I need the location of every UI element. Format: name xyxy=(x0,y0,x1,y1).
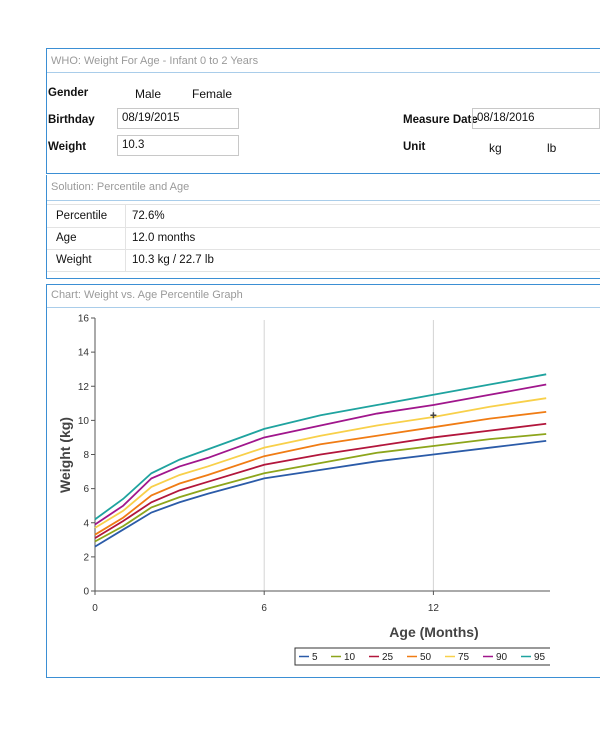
panel-title: Solution: Percentile and Age xyxy=(51,181,190,193)
percentile-line xyxy=(94,410,547,536)
legend-label: 95 xyxy=(534,652,546,663)
legend-label: 90 xyxy=(496,652,508,663)
y-tick-label: 10 xyxy=(78,416,90,427)
result-label: Age xyxy=(56,231,77,244)
y-tick-label: 16 xyxy=(78,314,90,325)
radio-option[interactable]: Female xyxy=(192,87,233,101)
panel-title: Chart: Weight vs. Age Percentile Graph xyxy=(51,289,243,301)
x-tick-label: 0 xyxy=(92,603,98,614)
radio-option[interactable]: Male xyxy=(135,87,162,101)
legend-box xyxy=(294,647,550,666)
radio-option[interactable]: lb xyxy=(547,141,557,155)
panel-border xyxy=(46,200,600,201)
panel-border xyxy=(46,278,600,279)
result-value: 10.3 kg / 22.7 lb xyxy=(132,254,214,266)
panel-border xyxy=(46,284,47,677)
y-tick-label: 12 xyxy=(78,382,90,393)
y-tick-label: 2 xyxy=(83,552,89,563)
y-tick-label: 8 xyxy=(83,450,89,461)
panel-border xyxy=(46,48,600,49)
radio-option[interactable]: kg xyxy=(489,141,502,155)
legend-label: 75 xyxy=(458,652,470,663)
column-divider xyxy=(125,204,126,271)
percentile-line xyxy=(94,397,547,529)
legend-label: 5 xyxy=(312,652,318,663)
weight-input[interactable]: 10.3 xyxy=(117,135,239,156)
panel-border xyxy=(46,173,600,174)
y-tick-label: 6 xyxy=(83,484,89,495)
field-label: Unit xyxy=(403,141,426,153)
panel-title: WHO: Weight For Age - Infant 0 to 2 Year… xyxy=(51,55,259,67)
result-row: Age 12.0 months xyxy=(47,227,600,250)
y-tick-label: 0 xyxy=(83,587,89,598)
percentile-line xyxy=(94,433,547,543)
legend-label: 10 xyxy=(344,652,356,663)
panel-border xyxy=(46,175,47,278)
percentile-line xyxy=(94,373,547,521)
panel-border xyxy=(46,72,600,73)
y-tick-label: 4 xyxy=(83,518,89,529)
x-axis-title: Age (Months) xyxy=(389,624,478,640)
y-axis-title: Weight (kg) xyxy=(57,417,73,493)
panel-border xyxy=(46,677,600,678)
panel-border xyxy=(46,307,600,308)
chart: 0 6 12 0 2 4 6 8 10 12 14 16 Weight (kg) Age (Months)… xyxy=(57,314,550,666)
panel-border xyxy=(46,284,600,285)
field-label: Measure Date xyxy=(403,114,478,126)
legend-label: 25 xyxy=(382,652,394,663)
result-row: Percentile 72.6% xyxy=(47,204,600,228)
result-label: Weight xyxy=(56,254,92,266)
panel-border xyxy=(46,48,47,173)
result-value: 72.6% xyxy=(132,210,165,222)
y-tick-label: 14 xyxy=(78,348,90,359)
field-label: Gender xyxy=(48,87,89,99)
result-label: Percentile xyxy=(56,210,108,222)
x-tick-label: 6 xyxy=(261,603,267,614)
percentile-line xyxy=(94,383,547,526)
result-value: 12.0 months xyxy=(132,231,196,244)
legend-label: 50 xyxy=(420,652,432,663)
percentile-line xyxy=(94,422,547,539)
measurement-point xyxy=(430,412,437,419)
field-label: Birthday xyxy=(48,114,95,126)
date-input[interactable]: 08/19/2015 xyxy=(117,108,239,129)
result-row: Weight 10.3 kg / 22.7 lb xyxy=(47,249,600,272)
percentile-line xyxy=(94,439,547,548)
x-tick-label: 12 xyxy=(428,603,440,614)
field-label: Weight xyxy=(48,141,87,153)
